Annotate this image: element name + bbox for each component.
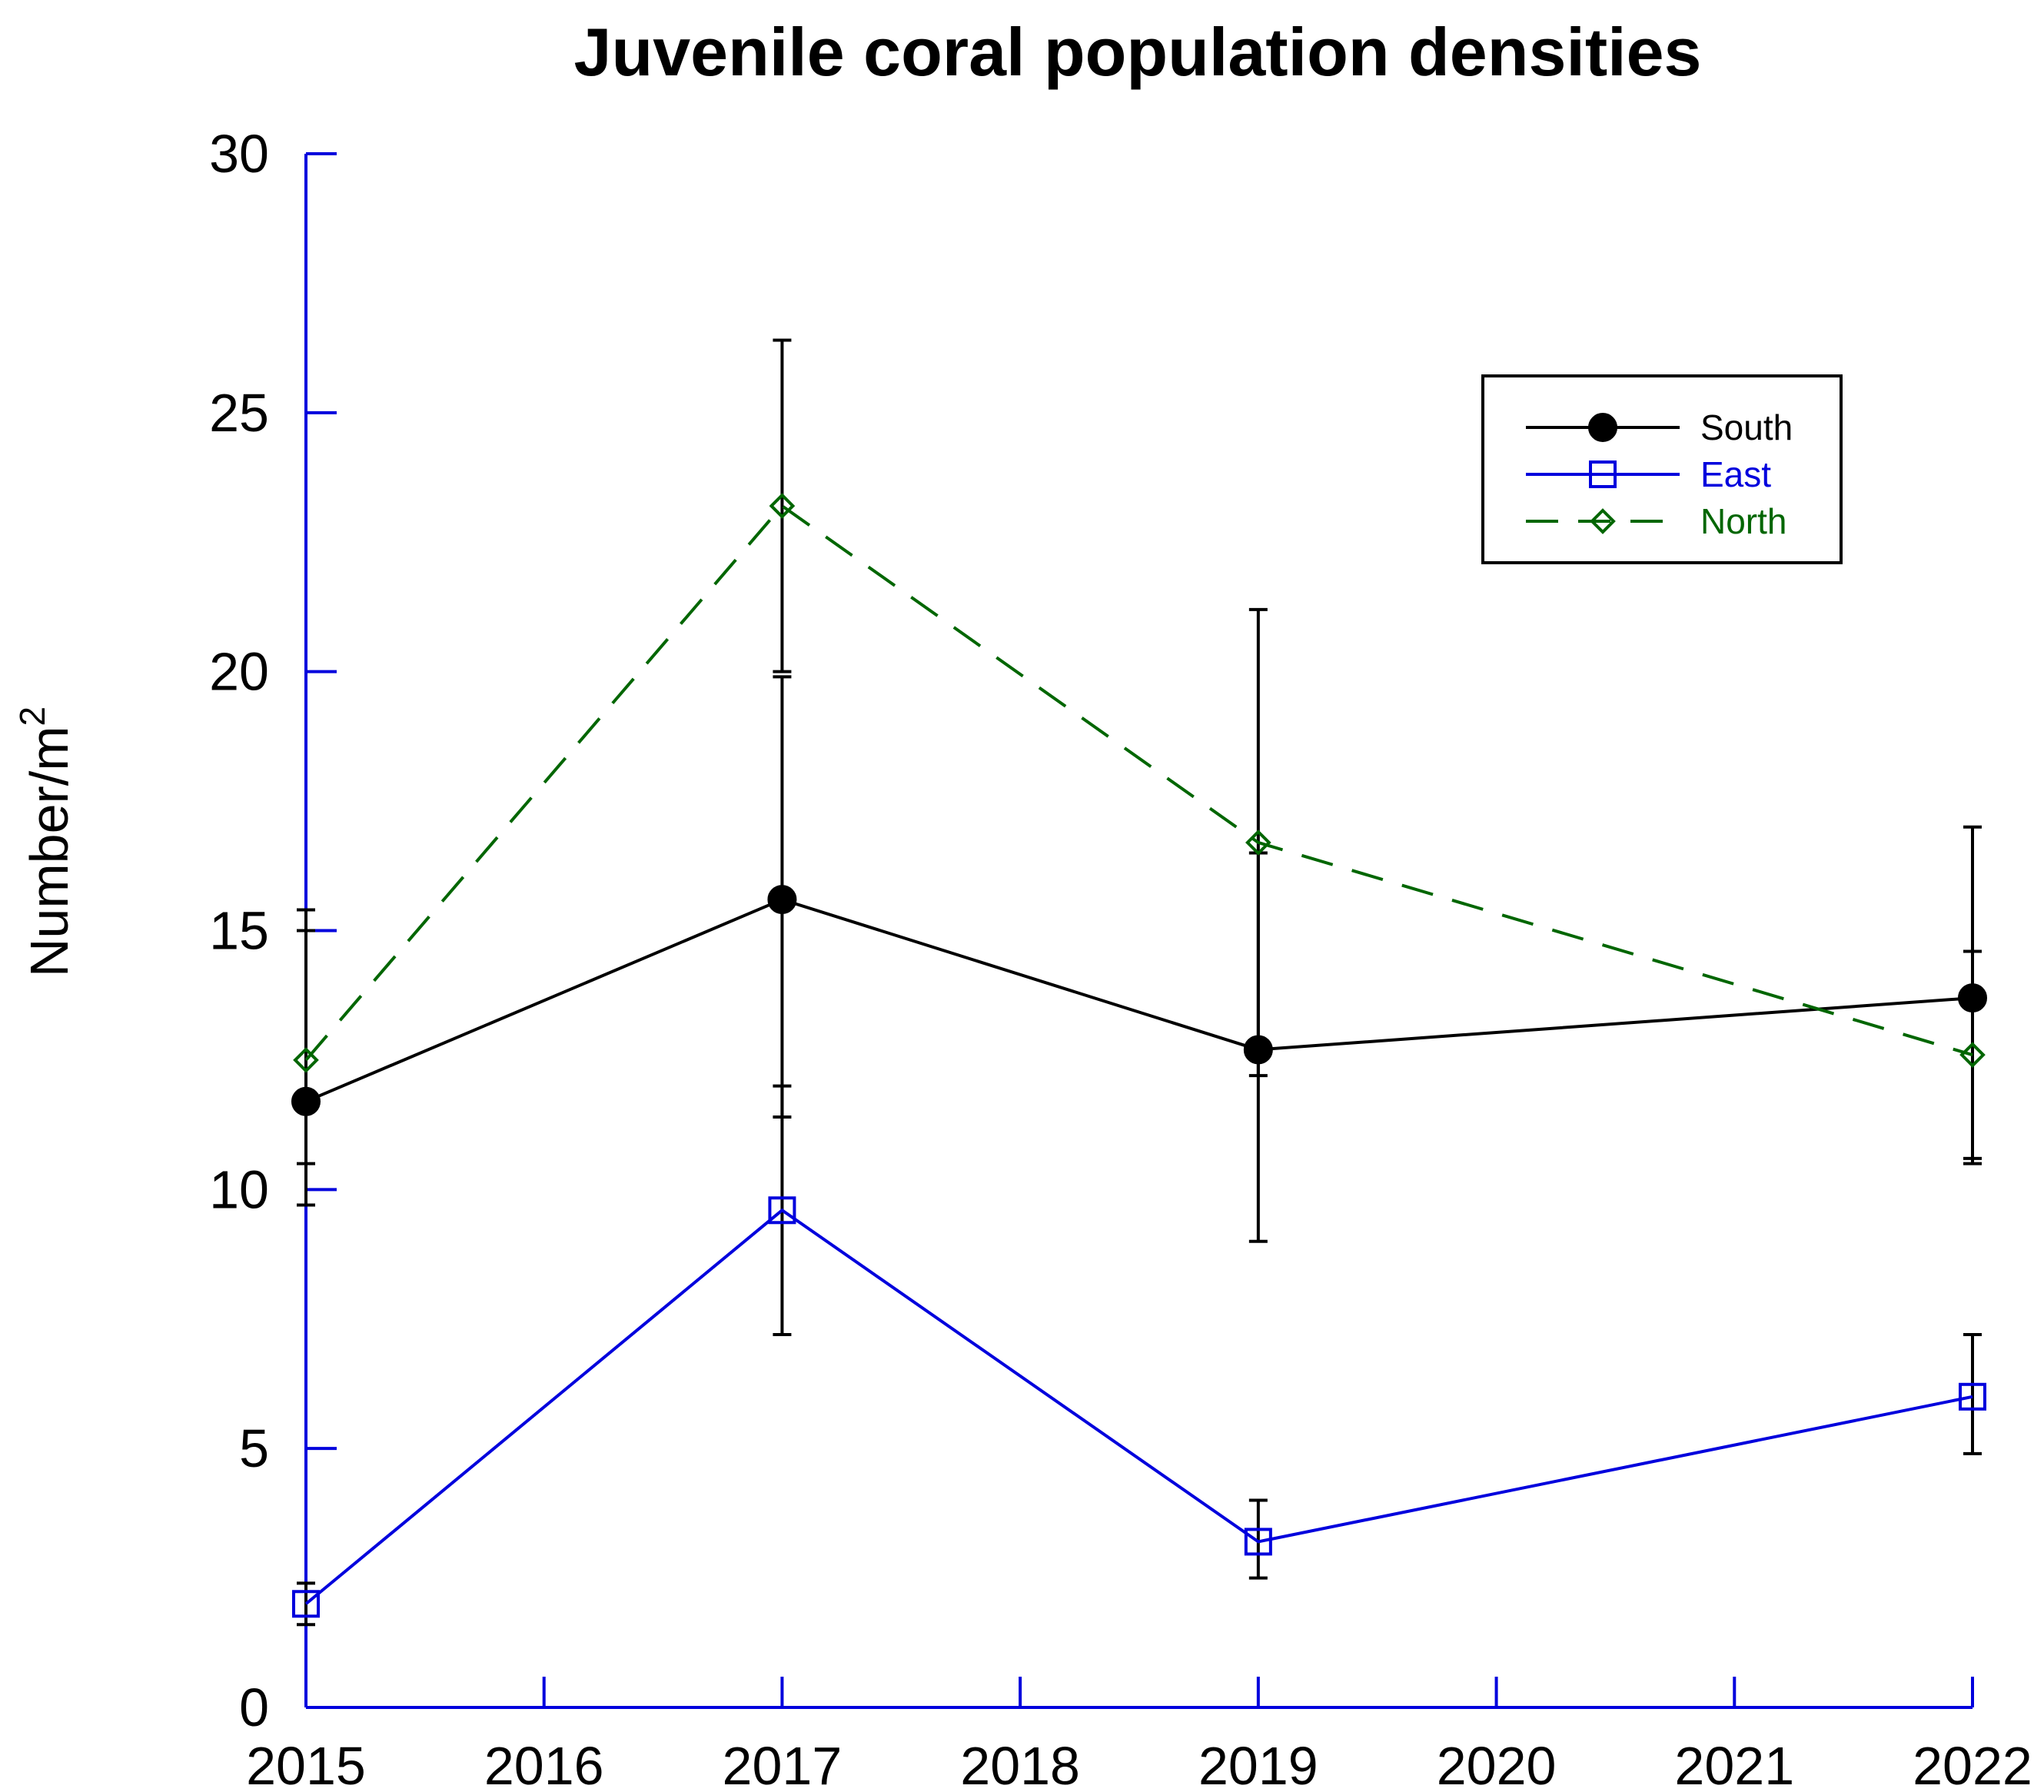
data-point-south xyxy=(767,885,797,915)
legend-label-east: East xyxy=(1700,454,1771,494)
error-bars-east xyxy=(297,1084,1982,1627)
y-tick-label: 25 xyxy=(209,383,269,443)
series-line-north xyxy=(304,504,1973,1062)
axes: 0 5 10 15 20 25 30 2015 2016 2017 2018 2019 2020 2021… xyxy=(209,124,2032,1792)
series-north xyxy=(293,493,1986,1073)
legend-label-north: North xyxy=(1700,501,1786,541)
legend-marker-north xyxy=(1590,508,1616,534)
y-axis-label: Number/m2 xyxy=(12,706,79,977)
x-tick-label: 2016 xyxy=(484,1736,604,1792)
x-tick-label: 2018 xyxy=(960,1736,1080,1792)
legend: South East North xyxy=(1481,374,1843,564)
data-point-east xyxy=(768,1196,796,1225)
series-line-south xyxy=(305,897,1973,1103)
data-point-north xyxy=(293,1047,319,1073)
y-tick-label: 0 xyxy=(239,1677,269,1737)
legend-entry-south: South xyxy=(1526,407,1793,447)
svg-text:Number/m2: Number/m2 xyxy=(12,706,79,977)
x-tick-label: 2017 xyxy=(723,1736,843,1792)
y-axis-label-text: Number/m xyxy=(19,726,79,977)
x-tick-label: 2022 xyxy=(1913,1736,2032,1792)
x-tick-label: 2019 xyxy=(1198,1736,1318,1792)
data-point-east xyxy=(292,1590,320,1618)
legend-entry-north: North xyxy=(1526,501,1786,541)
y-tick-label: 10 xyxy=(209,1159,269,1219)
data-point-south xyxy=(1243,1035,1273,1065)
series-layer xyxy=(291,338,1987,1627)
legend-marker-south xyxy=(1588,413,1617,442)
data-point-south xyxy=(291,1086,321,1116)
y-axis-label-superscript: 2 xyxy=(12,706,52,726)
data-point-north xyxy=(1245,830,1271,856)
y-tick-label: 30 xyxy=(209,124,269,184)
x-tick-label: 2021 xyxy=(1674,1736,1794,1792)
x-tick-label: 2020 xyxy=(1437,1736,1557,1792)
y-tick-label: 5 xyxy=(239,1418,269,1478)
series-south xyxy=(291,885,1987,1116)
data-point-east xyxy=(1244,1528,1272,1556)
legend-entry-east: East xyxy=(1526,454,1771,494)
error-bars-south xyxy=(297,675,1982,1243)
legend-box xyxy=(1481,374,1843,564)
data-point-east xyxy=(1959,1382,1986,1411)
y-tick-label: 20 xyxy=(209,642,269,702)
chart-title: Juvenile coral population densities xyxy=(574,14,1702,90)
series-east xyxy=(292,1196,1986,1618)
series-line-east xyxy=(304,1208,1973,1605)
legend-marker-east xyxy=(1589,460,1617,488)
y-tick-label: 15 xyxy=(209,901,269,961)
data-point-north xyxy=(1959,1042,1986,1069)
data-point-north xyxy=(769,493,796,519)
x-tick-label: 2015 xyxy=(246,1736,366,1792)
data-point-south xyxy=(1958,983,1987,1013)
legend-label-south: South xyxy=(1700,407,1793,447)
